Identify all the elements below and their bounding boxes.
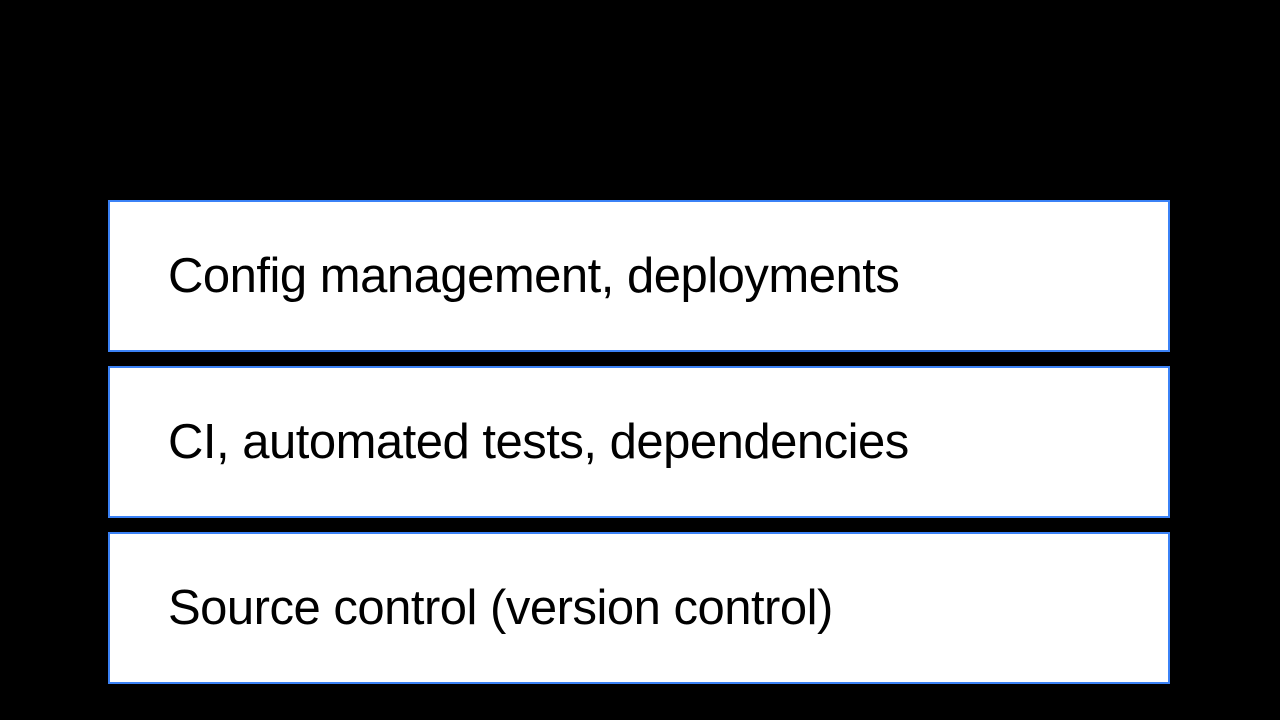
layer-label: CI, automated tests, dependencies bbox=[168, 414, 909, 470]
layer-config-management: Config management, deployments bbox=[108, 200, 1170, 352]
layer-ci-tests: CI, automated tests, dependencies bbox=[108, 366, 1170, 518]
layer-label: Config management, deployments bbox=[168, 248, 899, 304]
layer-source-control: Source control (version control) bbox=[108, 532, 1170, 684]
layer-label: Source control (version control) bbox=[168, 580, 833, 636]
layer-stack: Config management, deployments CI, autom… bbox=[108, 200, 1170, 684]
